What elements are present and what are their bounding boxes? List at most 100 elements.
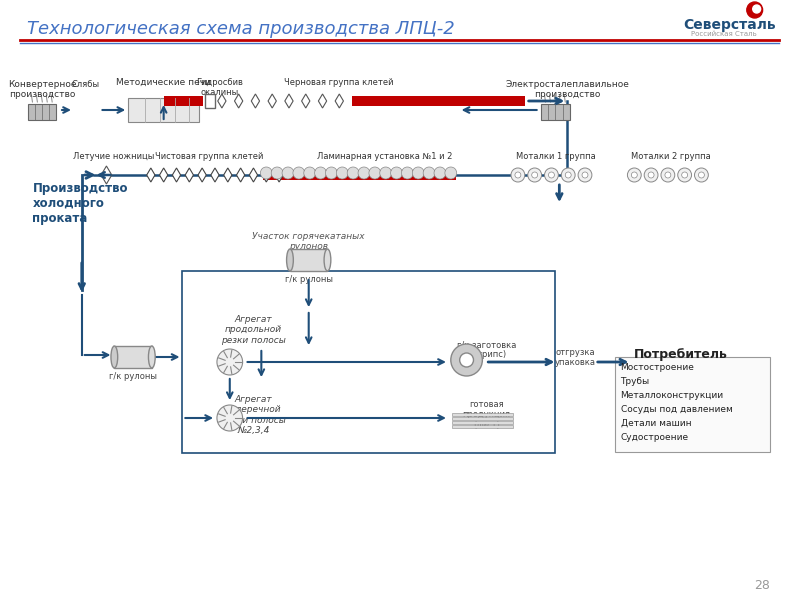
Polygon shape bbox=[172, 168, 181, 182]
Text: Ламинарная установка №1 и 2: Ламинарная установка №1 и 2 bbox=[317, 152, 452, 161]
Text: Методические печи: Методические печи bbox=[116, 78, 211, 87]
Circle shape bbox=[402, 167, 414, 179]
Ellipse shape bbox=[111, 346, 118, 368]
Circle shape bbox=[515, 172, 521, 178]
Circle shape bbox=[747, 2, 762, 18]
Text: Металлоконструкции: Металлоконструкции bbox=[621, 391, 724, 400]
Polygon shape bbox=[146, 168, 155, 182]
Circle shape bbox=[532, 172, 538, 178]
Polygon shape bbox=[237, 168, 245, 182]
Polygon shape bbox=[275, 168, 283, 182]
Ellipse shape bbox=[286, 249, 294, 271]
Polygon shape bbox=[159, 168, 168, 182]
Text: Моталки 1 группа: Моталки 1 группа bbox=[515, 152, 595, 161]
Circle shape bbox=[412, 167, 424, 179]
Circle shape bbox=[665, 172, 671, 178]
Polygon shape bbox=[211, 168, 219, 182]
Text: Агрегат
продольной
резки полосы: Агрегат продольной резки полосы bbox=[221, 315, 286, 345]
Circle shape bbox=[678, 168, 691, 182]
FancyBboxPatch shape bbox=[541, 104, 570, 120]
Circle shape bbox=[694, 168, 708, 182]
Text: Черновая группа клетей: Черновая группа клетей bbox=[283, 78, 393, 87]
Text: Мостостроение: Мостостроение bbox=[621, 363, 694, 372]
Circle shape bbox=[445, 167, 457, 179]
Polygon shape bbox=[268, 94, 276, 108]
Text: отгрузка
упаковка: отгрузка упаковка bbox=[554, 348, 596, 367]
Polygon shape bbox=[285, 94, 293, 108]
Polygon shape bbox=[335, 94, 343, 108]
Circle shape bbox=[627, 168, 642, 182]
FancyBboxPatch shape bbox=[452, 417, 513, 420]
Circle shape bbox=[682, 172, 688, 178]
Circle shape bbox=[578, 168, 592, 182]
FancyBboxPatch shape bbox=[164, 96, 203, 106]
Circle shape bbox=[434, 167, 446, 179]
Ellipse shape bbox=[149, 346, 155, 368]
Text: Моталки 2 группа: Моталки 2 группа bbox=[631, 152, 710, 161]
Text: Российская Сталь: Российская Сталь bbox=[690, 31, 756, 37]
Circle shape bbox=[753, 5, 761, 13]
Text: г/к заготовка
(штрипс): г/к заготовка (штрипс) bbox=[457, 340, 516, 359]
Polygon shape bbox=[224, 168, 232, 182]
Text: Судостроение: Судостроение bbox=[621, 433, 689, 442]
Circle shape bbox=[336, 167, 348, 179]
FancyBboxPatch shape bbox=[290, 249, 327, 271]
Circle shape bbox=[326, 167, 338, 179]
Text: Производство
холодного
проката: Производство холодного проката bbox=[33, 182, 128, 225]
Text: Северсталь: Северсталь bbox=[684, 18, 776, 32]
Polygon shape bbox=[302, 94, 310, 108]
Circle shape bbox=[511, 168, 525, 182]
Circle shape bbox=[369, 167, 381, 179]
Polygon shape bbox=[250, 168, 258, 182]
FancyBboxPatch shape bbox=[128, 98, 199, 122]
Polygon shape bbox=[101, 166, 112, 184]
Circle shape bbox=[217, 349, 242, 375]
Circle shape bbox=[460, 353, 474, 367]
Text: Технологическая схема производства ЛПЦ-2: Технологическая схема производства ЛПЦ-2 bbox=[26, 20, 454, 38]
Circle shape bbox=[380, 167, 391, 179]
Text: Трубы: Трубы bbox=[621, 377, 650, 386]
FancyBboxPatch shape bbox=[452, 425, 513, 428]
Text: Агрегат
поперечной
резки полосы
№2,3,4: Агрегат поперечной резки полосы №2,3,4 bbox=[221, 395, 286, 435]
Polygon shape bbox=[318, 94, 326, 108]
Text: Слябы: Слябы bbox=[72, 80, 100, 89]
Circle shape bbox=[390, 167, 402, 179]
Ellipse shape bbox=[324, 249, 331, 271]
Circle shape bbox=[423, 167, 435, 179]
Circle shape bbox=[282, 167, 294, 179]
FancyBboxPatch shape bbox=[352, 96, 525, 106]
Text: Летучие ножницы: Летучие ножницы bbox=[73, 152, 154, 161]
FancyBboxPatch shape bbox=[114, 346, 152, 368]
Text: Участок горячекатаных
рулонов: Участок горячекатаных рулонов bbox=[252, 232, 365, 251]
Text: Гидросбив
окалины: Гидросбив окалины bbox=[197, 78, 243, 97]
Text: Потребитель: Потребитель bbox=[634, 348, 728, 361]
Polygon shape bbox=[185, 168, 194, 182]
Circle shape bbox=[293, 167, 305, 179]
Polygon shape bbox=[234, 94, 242, 108]
FancyBboxPatch shape bbox=[614, 357, 770, 452]
Circle shape bbox=[549, 172, 554, 178]
Circle shape bbox=[358, 167, 370, 179]
Polygon shape bbox=[198, 168, 206, 182]
Text: Сосуды под давлением: Сосуды под давлением bbox=[621, 405, 732, 414]
Text: Электросталеплавильное
производство: Электросталеплавильное производство bbox=[506, 80, 629, 100]
FancyBboxPatch shape bbox=[205, 94, 215, 108]
Polygon shape bbox=[262, 168, 270, 182]
Text: г/к рулоны: г/к рулоны bbox=[285, 275, 333, 284]
Polygon shape bbox=[251, 94, 259, 108]
Circle shape bbox=[698, 172, 704, 178]
Circle shape bbox=[644, 168, 658, 182]
Circle shape bbox=[582, 172, 588, 178]
Circle shape bbox=[260, 167, 272, 179]
FancyBboxPatch shape bbox=[263, 170, 456, 180]
Circle shape bbox=[347, 167, 359, 179]
Text: Конвертерное
производство: Конвертерное производство bbox=[8, 80, 77, 100]
Circle shape bbox=[450, 344, 482, 376]
FancyBboxPatch shape bbox=[29, 104, 56, 120]
Circle shape bbox=[566, 172, 571, 178]
Circle shape bbox=[562, 168, 575, 182]
Circle shape bbox=[217, 405, 242, 431]
Circle shape bbox=[631, 172, 638, 178]
Polygon shape bbox=[218, 94, 226, 108]
Circle shape bbox=[314, 167, 326, 179]
